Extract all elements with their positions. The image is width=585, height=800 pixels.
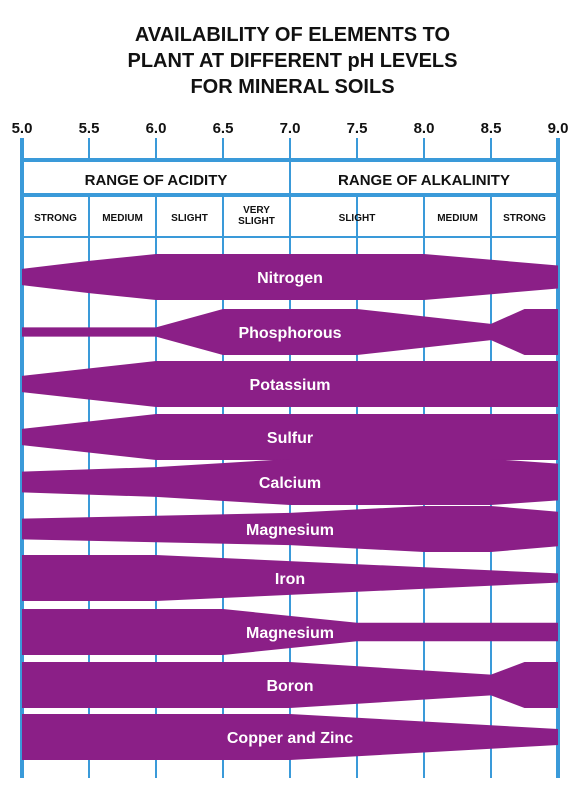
band-label-calcium: Calcium	[259, 475, 321, 492]
tick-label: 9.0	[548, 120, 569, 137]
tick-label: 5.5	[79, 120, 100, 137]
band-label-copper-and-zinc: Copper and Zinc	[227, 730, 353, 747]
tick-label: 6.5	[213, 120, 234, 137]
band-label-phosphorous: Phosphorous	[238, 325, 341, 342]
category-label: VERY SLIGHT	[238, 205, 275, 227]
band-magnesium	[22, 506, 558, 552]
category-label: STRONG	[503, 213, 546, 224]
tick-label: 7.0	[280, 120, 301, 137]
title-line-2: PLANT AT DIFFERENT pH LEVELS	[127, 50, 458, 72]
tick-label: 7.5	[347, 120, 368, 137]
band-nitrogen	[22, 254, 558, 300]
header-layer: 5.0 5.5 6.0 6.5 7.0 7.5 8.0 8.5 9.0 RANGE OF ACID…	[12, 120, 569, 238]
band-phosphorous	[22, 309, 558, 355]
band-magnesium	[22, 609, 558, 655]
band-iron	[22, 555, 558, 601]
band-boron	[22, 662, 558, 708]
label-layer: Nitrogen Phosphorous Potassium Sulfur Calciu…	[227, 270, 353, 747]
tick-label: 6.0	[146, 120, 167, 137]
band-label-magnesium: Magnesium	[246, 522, 334, 539]
tick-label: 5.0	[12, 120, 33, 137]
title-line-3: FOR MINERAL SOILS	[190, 76, 395, 98]
band-label-sulfur: Sulfur	[267, 430, 313, 447]
band-potassium	[22, 361, 558, 407]
band-calcium	[22, 459, 558, 505]
chart-title: AVAILABILITY OF ELEMENTS TO PLANT AT DIF…	[0, 22, 585, 100]
band-label-magnesium: Magnesium	[246, 625, 334, 642]
band-copper-and-zinc	[22, 714, 558, 760]
band-label-iron: Iron	[275, 571, 305, 588]
category-label: MEDIUM	[437, 213, 478, 224]
category-label: MEDIUM	[102, 213, 143, 224]
band-sulfur	[22, 414, 558, 460]
tick-label: 8.0	[414, 120, 435, 137]
title-line-1: AVAILABILITY OF ELEMENTS TO	[134, 24, 451, 46]
alkalinity-range-label: RANGE OF ALKALINITY	[338, 172, 510, 189]
tick-label: 8.5	[481, 120, 502, 137]
band-label-nitrogen: Nitrogen	[257, 270, 323, 287]
band-label-potassium: Potassium	[250, 377, 331, 394]
band-label-boron: Boron	[266, 678, 313, 695]
category-label: SLIGHT	[339, 213, 376, 224]
acidity-range-label: RANGE OF ACIDITY	[85, 172, 228, 189]
band-layer	[22, 254, 558, 760]
category-label: SLIGHT	[171, 213, 208, 224]
category-label: STRONG	[34, 213, 77, 224]
